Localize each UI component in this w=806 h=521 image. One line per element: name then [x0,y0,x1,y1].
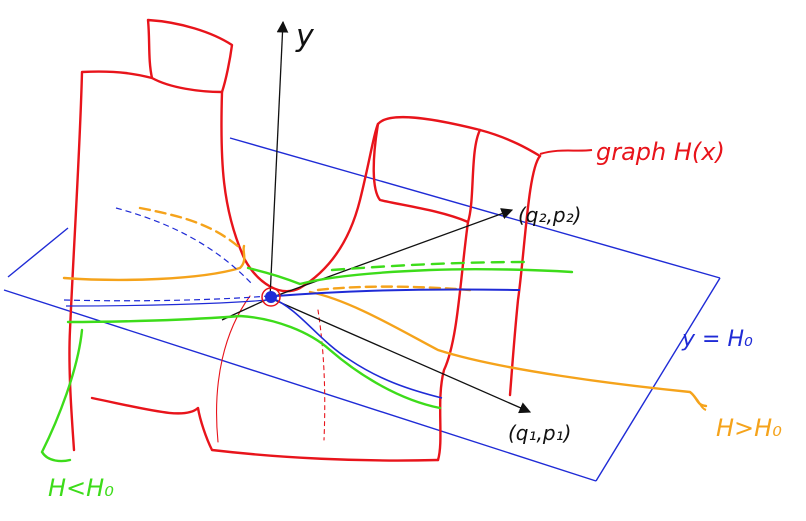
plane-label: y = H₀ [681,327,753,352]
y-axis-label: y [295,19,315,54]
level-curves-above [62,206,708,408]
axis-q1-p1 [269,297,532,414]
y-axis [269,20,289,299]
above-label-leader [689,391,707,411]
axis-q2-p2 [269,208,514,299]
graph-label-leader [539,149,593,155]
blue-level-curves [63,207,521,399]
above-label: H>H₀ [716,414,782,442]
point-q2-p2-label: (q₂,p₂) [518,203,581,227]
critical-point [265,291,277,303]
point-q1-p1-label: (q₁,p₁) [508,421,571,445]
axes [221,20,532,414]
graph-surface [68,18,542,462]
graph-label: graph H(x) [596,138,725,166]
below-label: H<H₀ [48,474,114,502]
level-curves-below [40,260,574,463]
